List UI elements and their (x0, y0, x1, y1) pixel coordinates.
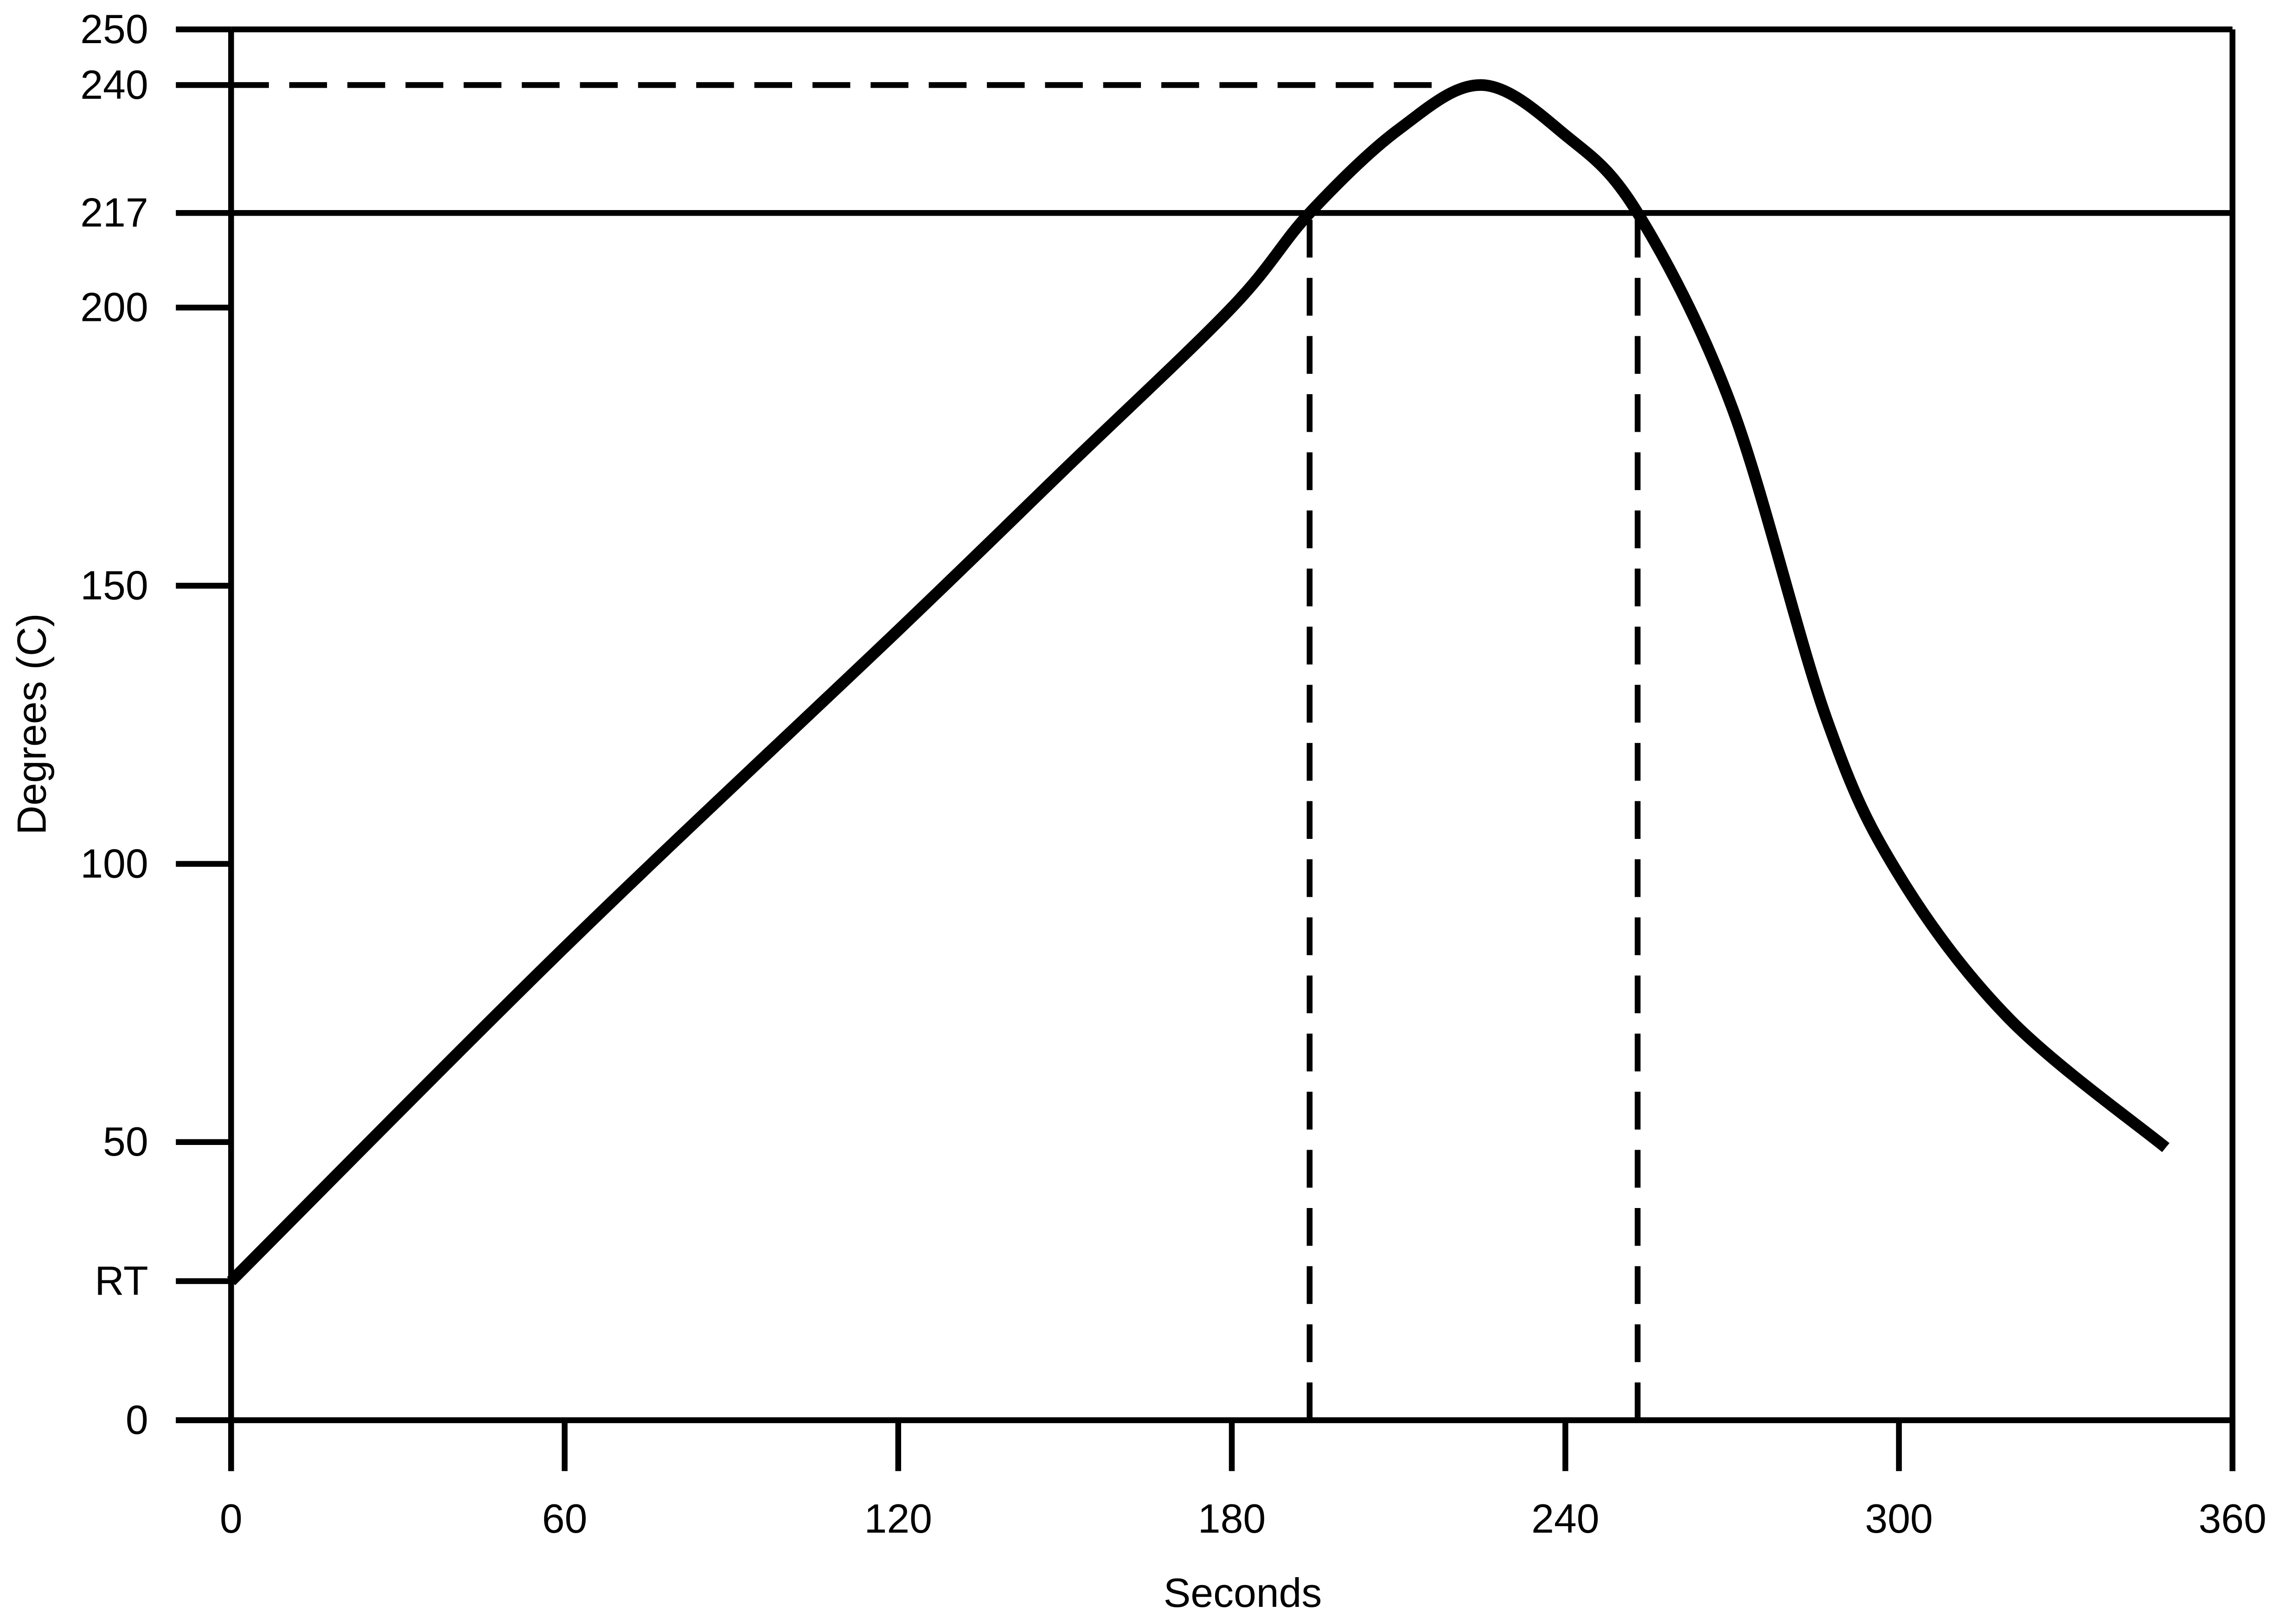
y-tick-label: 240 (80, 62, 148, 108)
y-tick-label: 100 (80, 841, 148, 886)
y-tick-label: RT (95, 1258, 148, 1304)
y-tick-label: 217 (80, 190, 148, 236)
x-tick-label: 300 (1865, 1496, 1933, 1541)
y-tick-label: 50 (103, 1119, 148, 1164)
y-tick-label: 250 (80, 6, 148, 52)
x-tick-label: 0 (220, 1496, 243, 1541)
y-axis-title: Degrees (C) (9, 613, 54, 835)
data-line (227, 79, 2170, 1285)
x-tick-label: 120 (864, 1496, 932, 1541)
x-tick-label: 240 (1531, 1496, 1599, 1541)
x-axis-title: Seconds (1164, 1570, 1322, 1616)
y-tick-label: 200 (80, 285, 148, 330)
y-tick-label: 0 (126, 1397, 148, 1443)
x-tick-label: 360 (2199, 1496, 2266, 1541)
x-tick-label: 60 (542, 1496, 588, 1541)
y-tick-label: 150 (80, 563, 148, 608)
x-tick-label: 180 (1198, 1496, 1266, 1541)
